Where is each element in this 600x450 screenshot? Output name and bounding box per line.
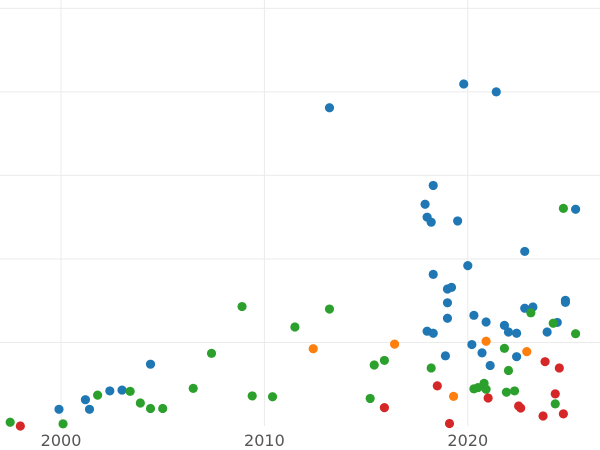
data-point bbox=[538, 411, 548, 421]
data-point bbox=[548, 318, 558, 328]
data-point bbox=[389, 339, 400, 349]
data-point bbox=[512, 328, 522, 338]
data-point bbox=[503, 365, 514, 376]
data-point bbox=[84, 404, 95, 414]
data-point bbox=[453, 216, 463, 226]
gridlines bbox=[0, 0, 600, 426]
data-point bbox=[554, 363, 564, 373]
data-point bbox=[477, 348, 487, 358]
data-point bbox=[483, 393, 493, 403]
data-point bbox=[426, 363, 436, 373]
data-point bbox=[481, 317, 491, 327]
data-point bbox=[499, 343, 510, 353]
data-point bbox=[428, 269, 438, 279]
data-point bbox=[520, 246, 530, 257]
data-point bbox=[379, 355, 390, 366]
data-point bbox=[503, 327, 514, 337]
x-tick-label: 2010 bbox=[244, 431, 285, 450]
data-point bbox=[135, 398, 145, 408]
data-point bbox=[237, 301, 247, 312]
data-point bbox=[158, 403, 168, 414]
data-point bbox=[93, 390, 103, 400]
data-point bbox=[459, 79, 469, 89]
data-point bbox=[491, 87, 501, 97]
data-point bbox=[501, 387, 512, 397]
data-point bbox=[550, 399, 560, 409]
data-point bbox=[442, 313, 453, 323]
data-point bbox=[499, 320, 510, 330]
data-point bbox=[463, 261, 473, 271]
data-point bbox=[379, 403, 390, 413]
data-point bbox=[125, 386, 135, 396]
data-point bbox=[467, 339, 477, 350]
data-point bbox=[420, 199, 430, 209]
data-point bbox=[516, 403, 526, 413]
data-point bbox=[512, 352, 522, 362]
data-point bbox=[558, 203, 568, 214]
data-point bbox=[324, 103, 335, 113]
data-point bbox=[145, 403, 156, 414]
data-point bbox=[206, 348, 217, 358]
data-point bbox=[426, 217, 436, 227]
data-point bbox=[481, 336, 491, 346]
data-point bbox=[247, 391, 257, 401]
data-point bbox=[267, 392, 278, 402]
data-point bbox=[485, 360, 495, 371]
data-point bbox=[369, 360, 379, 370]
data-point bbox=[469, 310, 479, 320]
data-point bbox=[540, 357, 550, 367]
data-points bbox=[5, 79, 581, 431]
data-point bbox=[15, 421, 25, 431]
data-point bbox=[522, 347, 532, 357]
data-point bbox=[80, 395, 91, 405]
x-tick-labels: 2000 2010 2020 bbox=[41, 431, 488, 450]
data-point bbox=[550, 389, 560, 399]
data-point bbox=[290, 322, 300, 332]
data-point bbox=[444, 418, 455, 429]
data-point bbox=[105, 386, 115, 396]
data-point bbox=[58, 419, 68, 429]
data-point bbox=[432, 381, 442, 391]
data-point bbox=[570, 204, 581, 214]
data-point bbox=[117, 385, 127, 395]
data-point bbox=[560, 297, 571, 307]
x-tick-label: 2000 bbox=[41, 431, 82, 450]
data-point bbox=[440, 351, 451, 361]
x-tick-label: 2020 bbox=[447, 431, 488, 450]
data-point bbox=[570, 329, 581, 339]
data-point bbox=[145, 359, 156, 369]
data-point bbox=[526, 308, 536, 318]
data-point bbox=[481, 384, 491, 394]
data-point bbox=[428, 328, 438, 338]
data-point bbox=[542, 327, 552, 337]
data-point bbox=[442, 298, 453, 308]
data-point bbox=[324, 304, 335, 314]
data-point bbox=[365, 393, 375, 404]
data-point bbox=[188, 383, 198, 394]
data-point bbox=[5, 417, 15, 427]
data-point bbox=[448, 391, 459, 401]
data-point bbox=[308, 344, 318, 354]
data-point bbox=[446, 282, 457, 292]
data-point bbox=[558, 409, 568, 419]
data-point bbox=[428, 180, 438, 191]
data-point bbox=[509, 386, 520, 396]
data-point bbox=[54, 404, 64, 414]
